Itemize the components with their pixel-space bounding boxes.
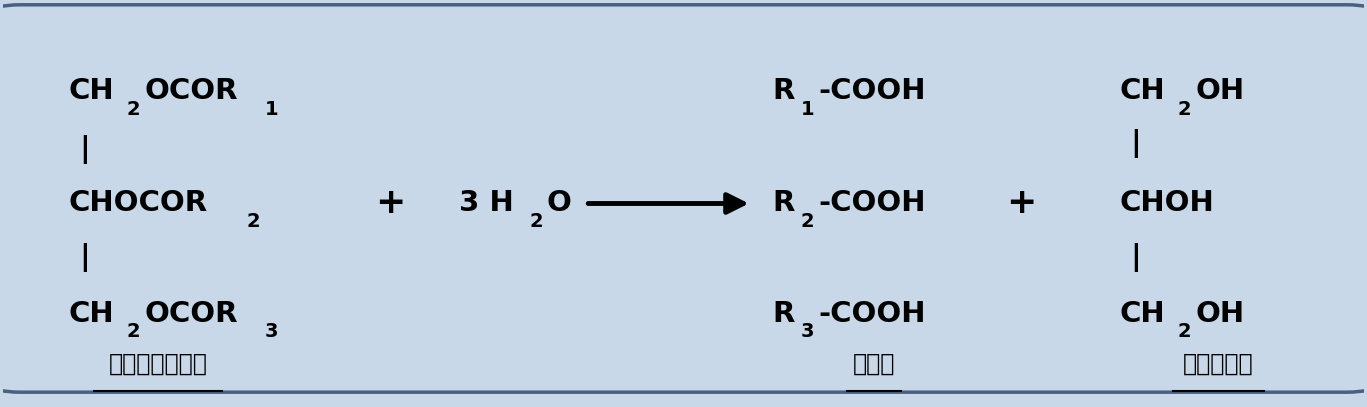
Text: OH: OH [1195, 300, 1244, 328]
Text: 脂肪酸: 脂肪酸 [853, 352, 895, 376]
Text: O: O [547, 190, 571, 217]
Text: |: | [1131, 129, 1141, 158]
Text: 2: 2 [127, 100, 141, 119]
Text: 2: 2 [247, 212, 261, 231]
Text: 3: 3 [264, 322, 278, 341]
Text: OCOR: OCOR [145, 300, 238, 328]
Text: 1: 1 [801, 100, 815, 119]
Text: CHOCOR: CHOCOR [68, 190, 208, 217]
Text: CH: CH [68, 77, 113, 105]
Text: 2: 2 [127, 322, 141, 341]
Text: |: | [79, 135, 90, 164]
Text: 3: 3 [801, 322, 815, 341]
Text: トリグリセリド: トリグリセリド [108, 352, 208, 376]
Text: 2: 2 [801, 212, 815, 231]
Text: +: + [1006, 186, 1036, 221]
Text: 2: 2 [1178, 100, 1192, 119]
Text: -COOH: -COOH [817, 300, 925, 328]
Text: -COOH: -COOH [819, 77, 925, 105]
Text: CH: CH [68, 300, 113, 328]
Text: -COOH: -COOH [819, 190, 925, 217]
Text: |: | [79, 243, 90, 272]
Text: OH: OH [1195, 77, 1244, 105]
Text: +: + [376, 186, 406, 221]
Text: 1: 1 [264, 100, 278, 119]
Text: CHOH: CHOH [1120, 190, 1214, 217]
Text: R: R [772, 77, 794, 105]
Text: R: R [772, 300, 794, 328]
Text: 2: 2 [529, 212, 543, 231]
Text: CH: CH [1120, 300, 1165, 328]
Text: グリセリン: グリセリン [1184, 352, 1254, 376]
Text: R: R [772, 190, 794, 217]
Text: |: | [1131, 243, 1141, 272]
Text: 3 H: 3 H [459, 190, 514, 217]
Text: CH: CH [1120, 77, 1165, 105]
Text: OCOR: OCOR [145, 77, 238, 105]
FancyBboxPatch shape [0, 5, 1367, 392]
Text: 2: 2 [1178, 322, 1192, 341]
